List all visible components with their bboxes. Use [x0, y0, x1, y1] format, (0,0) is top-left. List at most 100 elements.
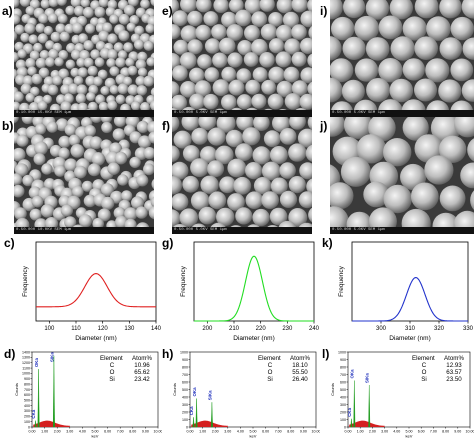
sem-particle	[235, 143, 253, 162]
x-tick-label: 330	[463, 326, 474, 332]
size-distribution-chart-c: 100 110 120 130 140 Diameter (nm) Frequency	[22, 241, 162, 342]
sem-particle	[107, 33, 118, 44]
sem-particle	[101, 121, 113, 134]
sem-particle	[85, 23, 96, 34]
sem-particle	[300, 10, 312, 28]
sem-particle	[43, 25, 53, 36]
sem-particle	[270, 177, 288, 195]
sem-particle	[129, 15, 140, 25]
x-tick-label: 310	[405, 326, 416, 332]
sem-particle	[207, 127, 226, 146]
sem-particle	[86, 91, 96, 102]
sem-particle	[22, 75, 34, 86]
sem-particle	[307, 0, 312, 13]
sem-particle	[109, 14, 119, 24]
x-tick-label: 210	[229, 326, 240, 332]
sem-particle	[439, 37, 463, 60]
sem-particle	[106, 58, 116, 68]
sem-particle	[172, 65, 188, 82]
eds-table-element: Si	[109, 376, 115, 383]
x-axis-label: keV	[250, 434, 257, 439]
x-tick-label: 10.00	[154, 430, 163, 434]
bremsstrahlung-background	[33, 420, 70, 427]
sem-particle	[107, 49, 118, 60]
y-tick-label: 300	[340, 403, 346, 407]
sem-particle	[305, 144, 312, 162]
sem-particle	[253, 177, 272, 195]
eds-peak-cka	[350, 418, 353, 428]
sem-particle	[243, 52, 259, 67]
sem-particle	[383, 184, 412, 214]
sem-particle	[204, 38, 221, 54]
sem-particle	[172, 209, 181, 228]
sem-particle	[58, 68, 69, 80]
x-axis-label: Diameter (nm)	[233, 335, 275, 342]
y-tick-label: 100	[24, 420, 30, 424]
sem-particle	[58, 50, 69, 60]
sem-particle	[414, 36, 438, 60]
sem-particle	[102, 22, 113, 33]
sem-particle	[136, 120, 149, 133]
sem-particle	[100, 117, 113, 124]
sem-particle	[64, 124, 77, 136]
distribution-series-line-0	[194, 255, 314, 322]
eds-table-value: 23.50	[446, 376, 462, 383]
sem-particle	[219, 176, 236, 194]
sem-image-i: 0.50.000 5.0KV SEM 1µm	[330, 0, 474, 117]
sem-particle	[180, 0, 197, 13]
sem-particle	[91, 152, 106, 166]
sem-particle	[21, 117, 34, 125]
y-tick-label: 400	[24, 404, 30, 408]
eds-table-element: C	[422, 362, 427, 369]
sem-particle	[58, 135, 71, 149]
sem-particle	[25, 92, 35, 103]
sem-particle	[261, 161, 281, 181]
sem-particle	[356, 134, 386, 164]
sem-particle	[439, 185, 466, 212]
sem-particle	[236, 94, 253, 110]
sem-particle	[73, 75, 84, 86]
panel-label-l: l)	[322, 347, 330, 361]
x-tick-label: 240	[309, 326, 320, 332]
eds-table-element: O	[268, 369, 273, 376]
sem-particle	[123, 4, 135, 16]
eds-peak-label: CKa	[31, 409, 36, 418]
sem-particle	[130, 101, 141, 111]
sem-particle	[251, 38, 268, 56]
x-tick-label: 1.00	[41, 430, 48, 434]
sem-particle	[279, 190, 298, 208]
sem-particle	[52, 75, 63, 86]
y-tick-label: 100	[340, 418, 346, 422]
sem-particle	[330, 182, 354, 210]
sem-particle	[54, 165, 66, 177]
sem-particle	[389, 0, 413, 20]
sem-particle	[109, 66, 120, 77]
sem-particle	[27, 66, 37, 76]
y-tick-label: 0	[186, 425, 188, 429]
sem-particle	[216, 117, 236, 133]
sem-particle	[55, 23, 66, 34]
sem-image-b: 0.50.000 10.0KV SEM 1µm	[14, 117, 154, 234]
sem-particle	[342, 36, 366, 61]
sem-particle	[123, 42, 134, 53]
sem-particle	[143, 75, 154, 87]
sem-particle	[187, 10, 203, 27]
sem-particle	[31, 73, 43, 85]
x-tick-label: 1.00	[357, 430, 364, 434]
y-axis-label: Counts	[330, 383, 335, 396]
y-axis-label: Counts	[14, 383, 19, 396]
sem-particle	[172, 0, 180, 14]
x-tick-label: 100	[44, 326, 55, 332]
sem-particle	[216, 207, 235, 227]
x-tick-label: 140	[151, 326, 162, 332]
sem-particle	[180, 81, 197, 98]
sem-particle	[194, 80, 212, 97]
y-tick-label: 600	[24, 393, 30, 397]
sem-particle	[19, 0, 31, 7]
sem-particle	[180, 25, 198, 43]
x-tick-label: 5.00	[406, 430, 413, 434]
sem-particle	[389, 78, 414, 103]
sem-particle	[118, 13, 130, 25]
sem-particle	[14, 163, 29, 177]
